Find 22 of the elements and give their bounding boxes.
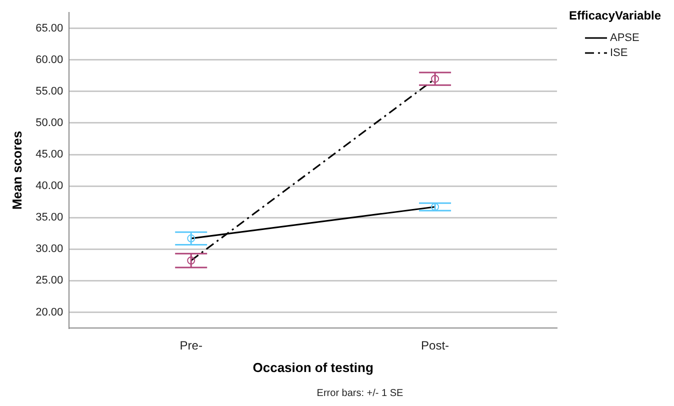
- x-axis-title: Occasion of testing: [252, 360, 374, 375]
- y-axis-title: Mean scores: [9, 130, 24, 210]
- y-tick-label: 20.00: [36, 306, 64, 318]
- point: [187, 234, 196, 242]
- text: Error bars: +/- 1 SE: [316, 388, 404, 399]
- legend-label: APSE: [610, 32, 640, 44]
- point: [431, 74, 440, 83]
- y-tick-label: 30.00: [36, 243, 64, 256]
- x-tick-label: Pre-: [180, 338, 202, 353]
- legend-label: ISE: [610, 47, 628, 60]
- x-tick-label: Post-: [421, 338, 450, 353]
- point: [431, 202, 440, 211]
- y-tick-label: 25.00: [36, 274, 64, 287]
- y-tick-label: 45.00: [36, 148, 64, 161]
- y-tick-label: 60.00: [36, 54, 64, 66]
- y-tick-label: 50.00: [36, 117, 64, 130]
- y-tick-label: 35.00: [36, 212, 64, 224]
- legend-title: EfficacyVariable: [569, 8, 662, 22]
- point: [187, 256, 196, 265]
- y-tick-label: 55.00: [36, 85, 64, 98]
- y-tick-label: 40.00: [36, 180, 64, 192]
- y-tick-label: 65.00: [36, 22, 64, 34]
